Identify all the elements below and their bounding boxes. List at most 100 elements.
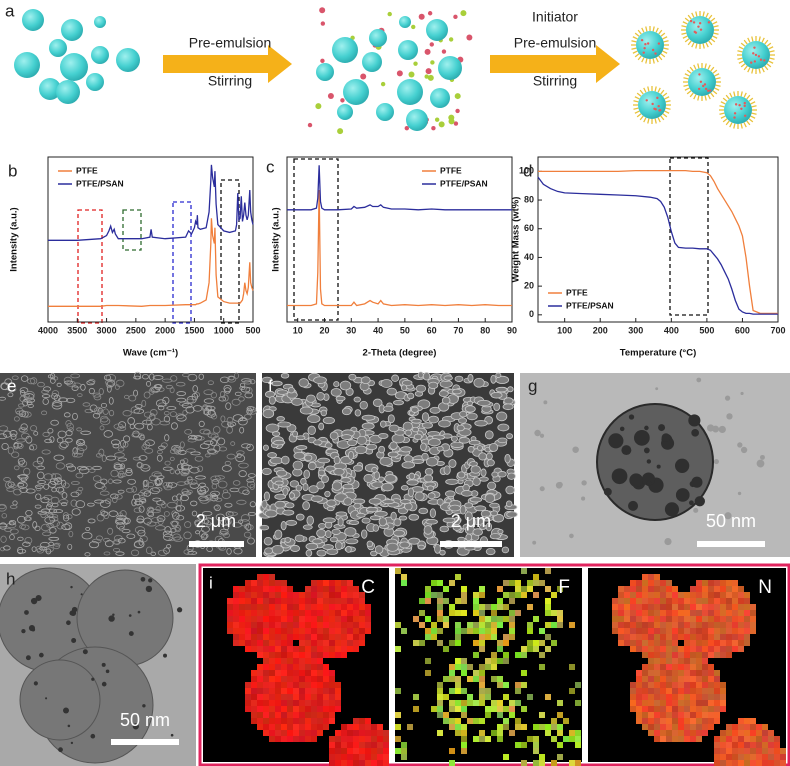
- chain: [663, 37, 668, 39]
- chain: [711, 93, 714, 97]
- scale-bar: [440, 541, 502, 547]
- eds-pixel: [347, 580, 353, 586]
- eds-pixel: [702, 622, 708, 628]
- chain: [752, 36, 753, 41]
- eds-pixel: [678, 712, 684, 718]
- eds-pixel: [660, 598, 666, 604]
- dot: [656, 97, 658, 99]
- eds-pixel: [503, 706, 509, 712]
- eds-pixel: [353, 586, 359, 592]
- dot: [430, 60, 434, 64]
- eds-pixel: [281, 670, 287, 676]
- eds-pixel: [738, 760, 744, 766]
- chain: [655, 86, 656, 91]
- eds-pixel: [672, 730, 678, 736]
- eds-pixel: [341, 622, 347, 628]
- grain: [429, 382, 438, 389]
- eds-pixel: [317, 718, 323, 724]
- eds-pixel: [563, 718, 569, 724]
- eds-pixel: [263, 700, 269, 706]
- eds-pixel: [239, 610, 245, 616]
- eds-pixel: [750, 736, 756, 742]
- eds-pixel: [485, 634, 491, 640]
- eds-pixel: [702, 712, 708, 718]
- eds-pixel: [527, 694, 533, 700]
- x-tick-label: 2000: [155, 325, 175, 335]
- grain: [459, 418, 467, 423]
- chain: [637, 114, 641, 117]
- eds-pixel: [696, 610, 702, 616]
- eds-pixel: [744, 604, 750, 610]
- eds-pixel: [660, 604, 666, 610]
- eds-pixel: [744, 622, 750, 628]
- eds-pixel: [642, 664, 648, 670]
- chain: [765, 66, 768, 70]
- eds-pixel: [395, 736, 401, 742]
- grain: [474, 378, 484, 387]
- chain: [648, 86, 649, 91]
- eds-pixel: [287, 622, 293, 628]
- eds-pixel: [233, 622, 239, 628]
- eds-pixel: [383, 736, 389, 742]
- grain: [336, 396, 345, 400]
- dot: [431, 126, 435, 130]
- eds-pixel: [383, 760, 389, 766]
- eds-pixel: [377, 754, 383, 760]
- eds-pixel: [371, 736, 377, 742]
- eds-pixel: [690, 676, 696, 682]
- eds-pixel: [329, 748, 335, 754]
- eds-pixel: [437, 604, 443, 610]
- dot: [652, 49, 654, 51]
- chain: [716, 78, 721, 79]
- eds-pixel: [666, 700, 672, 706]
- eds-pixel: [461, 592, 467, 598]
- eds-pixel: [287, 664, 293, 670]
- eds-pixel: [750, 604, 756, 610]
- eds-pixel: [281, 700, 287, 706]
- grain: [427, 486, 433, 491]
- eds-pixel: [744, 748, 750, 754]
- eds-pixel: [347, 586, 353, 592]
- eds-pixel: [654, 676, 660, 682]
- eds-pixel: [479, 592, 485, 598]
- eds-pixel: [233, 592, 239, 598]
- chain: [730, 93, 732, 98]
- eds-pixel: [425, 658, 431, 664]
- grain: [505, 454, 510, 463]
- eds-pixel: [557, 700, 563, 706]
- eds-pixel: [515, 724, 521, 730]
- eds-pixel: [672, 718, 678, 724]
- chain: [688, 41, 691, 45]
- chain: [709, 41, 712, 45]
- eds-pixel: [341, 730, 347, 736]
- speck: [644, 448, 650, 454]
- eds-pixel: [684, 610, 690, 616]
- arrow-label: Stirring: [208, 73, 252, 89]
- grain: [296, 446, 306, 450]
- dot: [693, 21, 695, 23]
- eds-pixel: [768, 730, 774, 736]
- eds-pixel: [323, 586, 329, 592]
- grain: [412, 427, 418, 432]
- eds-pixel: [329, 580, 335, 586]
- eds-pixel: [275, 622, 281, 628]
- eds-pixel: [293, 670, 299, 676]
- eds-pixel: [684, 604, 690, 610]
- eds-pixel: [407, 724, 413, 730]
- eds-pixel: [539, 712, 545, 718]
- eds-pixel: [281, 640, 287, 646]
- eds-pixel: [227, 610, 233, 616]
- eds-pixel: [690, 682, 696, 688]
- eds-pixel: [395, 724, 401, 730]
- eds-pixel: [533, 574, 539, 580]
- chain: [683, 36, 688, 38]
- chain: [706, 43, 708, 48]
- eds-pixel: [720, 628, 726, 634]
- eds-pixel: [449, 604, 455, 610]
- eds-pixel: [305, 718, 311, 724]
- eds-pixel: [503, 652, 509, 658]
- eds-pixel: [287, 676, 293, 682]
- eds-pixel: [335, 730, 341, 736]
- sphere: [61, 19, 83, 41]
- grain: [323, 518, 335, 523]
